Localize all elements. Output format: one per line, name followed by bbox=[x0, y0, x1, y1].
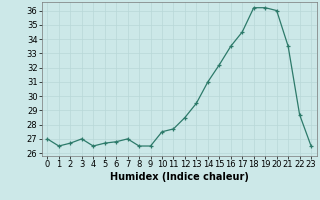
X-axis label: Humidex (Indice chaleur): Humidex (Indice chaleur) bbox=[110, 172, 249, 182]
